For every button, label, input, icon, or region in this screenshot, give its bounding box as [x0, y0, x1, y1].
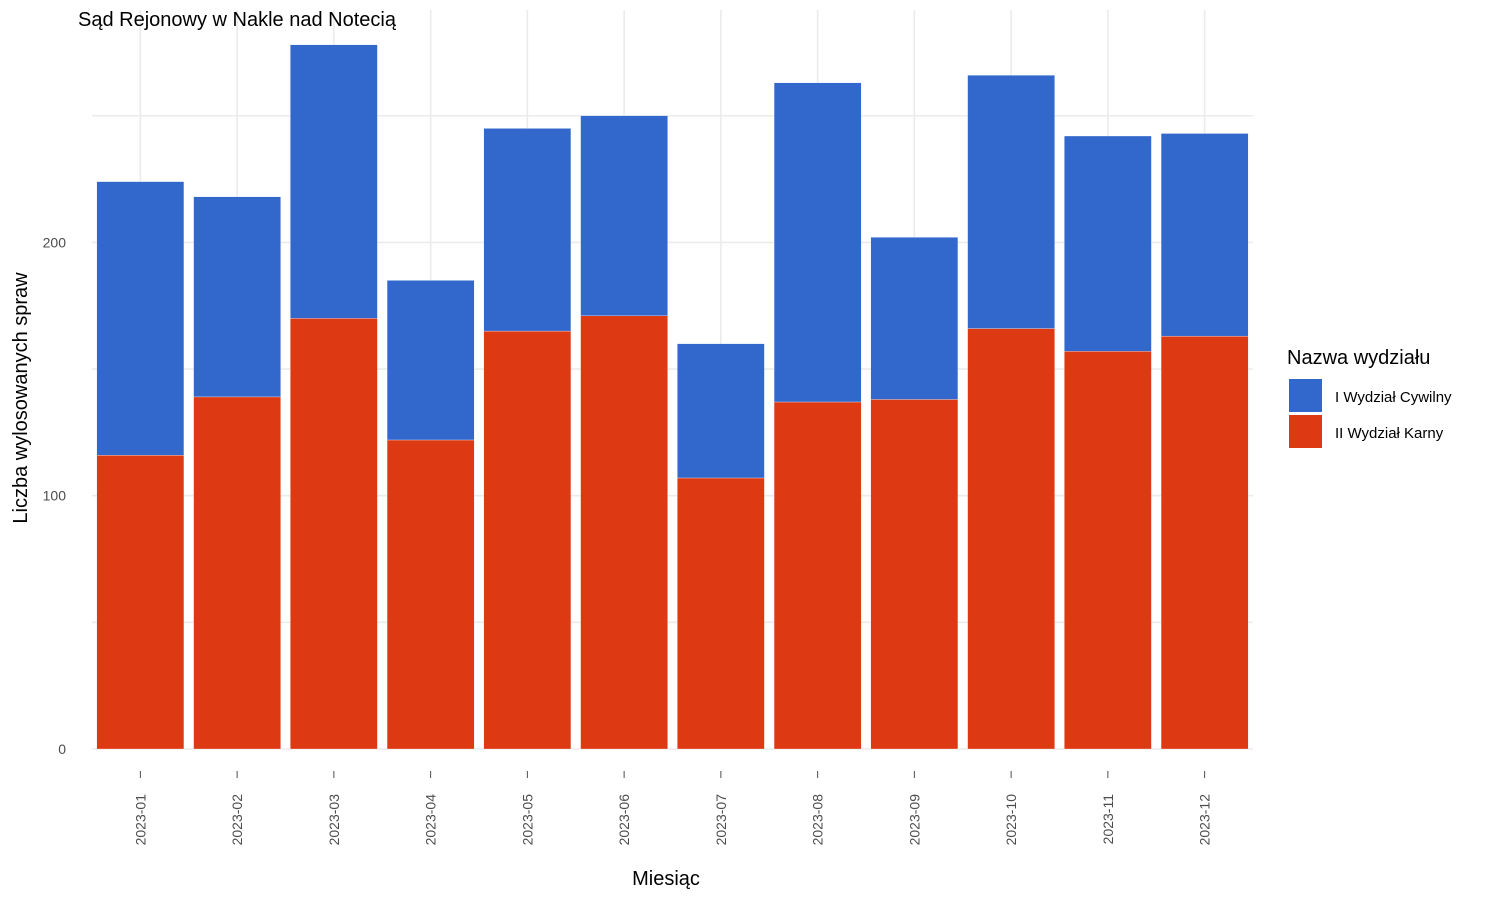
- bar-segment: [773, 401, 862, 750]
- bar-segment: [1160, 133, 1249, 337]
- x-tick-label: 2023-02: [229, 794, 245, 846]
- bar-segment: [967, 75, 1055, 329]
- x-tick-label: 2023-03: [326, 794, 342, 846]
- legend-swatch-karny: [1289, 415, 1322, 448]
- x-tick-label: 2023-12: [1197, 794, 1213, 846]
- bar-segment: [483, 128, 572, 332]
- bar-segment: [870, 399, 959, 750]
- x-tick-label: 2023-06: [616, 794, 632, 846]
- bar-segment: [1064, 351, 1152, 750]
- legend-title: Nazwa wydziału: [1287, 347, 1430, 369]
- legend-label-karny: II Wydział Karny: [1335, 425, 1444, 442]
- chart-title: Sąd Rejonowy w Nakle nad Notecią: [78, 9, 397, 31]
- x-axis-ticks: 2023-01 2023-02 2023-03 2023-04 2023-05 2023-…: [132, 771, 1213, 846]
- y-axis-title: Liczba wylosowanych spraw: [10, 272, 32, 524]
- x-tick-label: 2023-08: [810, 794, 826, 846]
- x-tick-label: 2023-04: [423, 794, 439, 846]
- y-tick-label: 100: [43, 488, 67, 504]
- bar-segment: [96, 455, 185, 750]
- bar-segment: [677, 477, 765, 750]
- bar-segment: [967, 328, 1055, 750]
- x-tick-label: 2023-05: [519, 794, 535, 846]
- bar-segment: [580, 315, 668, 750]
- legend: Nazwa wydziału I Wydział Cywilny II Wydz…: [1287, 347, 1452, 448]
- x-axis-title: Miesiąc: [632, 868, 700, 890]
- bar-segment: [483, 330, 572, 750]
- bars: [96, 44, 1249, 750]
- y-tick-label: 0: [58, 741, 66, 757]
- bar-segment: [677, 343, 765, 479]
- x-tick-label: 2023-09: [906, 794, 922, 846]
- bar-segment: [1160, 335, 1249, 750]
- bar-segment: [290, 44, 378, 319]
- bar-segment: [386, 280, 475, 441]
- y-tick-label: 200: [43, 234, 67, 250]
- bar-segment: [870, 237, 959, 400]
- bar-segment: [193, 196, 281, 398]
- bar-segment: [386, 439, 475, 750]
- x-tick-label: 2023-10: [1003, 794, 1019, 846]
- x-tick-label: 2023-11: [1100, 794, 1116, 845]
- bar-segment: [96, 181, 185, 456]
- bar-segment: [290, 318, 378, 750]
- y-axis-ticks: 0 100 200: [43, 234, 67, 757]
- bar-segment: [193, 396, 281, 750]
- legend-swatch-cywilny: [1289, 379, 1322, 412]
- x-tick-label: 2023-01: [132, 794, 148, 846]
- bar-segment: [1064, 135, 1152, 352]
- x-tick-label: 2023-07: [713, 794, 729, 846]
- bar-segment: [773, 82, 862, 403]
- bar-segment: [580, 115, 668, 317]
- legend-label-cywilny: I Wydział Cywilny: [1335, 389, 1452, 406]
